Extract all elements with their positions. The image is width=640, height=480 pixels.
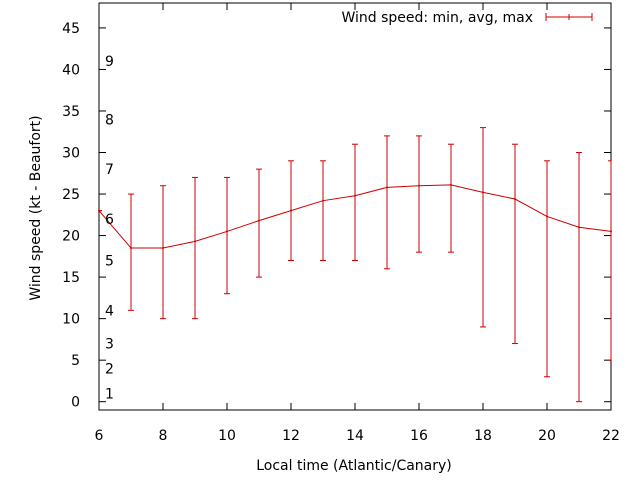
error-bars: [99, 127, 612, 403]
beaufort-label: 5: [105, 253, 114, 269]
series-line: [98, 183, 612, 250]
average-point: [610, 230, 612, 233]
tick-labels: 6 8 10 12 14 16 18 20 22051015202530354045123456…: [62, 21, 620, 444]
beaufort-label: 2: [105, 361, 114, 377]
x-tick-label: 10: [218, 428, 236, 444]
average-point: [450, 183, 452, 186]
beaufort-label: 7: [105, 162, 114, 178]
average-point: [354, 194, 356, 197]
y-tick-label: 20: [62, 229, 80, 245]
average-point: [386, 186, 388, 189]
average-point: [226, 230, 228, 233]
y-tick-label: 10: [62, 312, 80, 328]
x-tick-label: 22: [602, 428, 620, 444]
beaufort-label: 3: [105, 337, 114, 353]
average-point: [258, 219, 260, 222]
beaufort-label: 9: [105, 54, 114, 70]
x-tick-label: 16: [410, 428, 428, 444]
average-point: [162, 247, 164, 250]
x-tick-label: 20: [538, 428, 556, 444]
average-point: [194, 240, 196, 243]
average-point: [578, 226, 580, 229]
legend-label: Wind speed: min, avg, max: [341, 10, 533, 26]
y-tick-label: 25: [62, 187, 80, 203]
x-tick-label: 12: [282, 428, 300, 444]
average-point: [130, 247, 132, 250]
beaufort-label: 8: [105, 112, 114, 128]
y-tick-label: 45: [62, 21, 80, 37]
x-tick-label: 18: [474, 428, 492, 444]
beaufort-label: 1: [105, 386, 114, 402]
y-tick-label: 40: [62, 62, 80, 78]
beaufort-label: 6: [105, 212, 114, 228]
average-point: [322, 199, 324, 202]
y-tick-label: 15: [62, 270, 80, 286]
average-point: [290, 209, 292, 212]
x-tick-label: 14: [346, 428, 364, 444]
y-tick-label: 35: [62, 104, 80, 120]
legend: Wind speed: min, avg, max: [341, 10, 593, 26]
x-axis-label: Local time (Atlantic/Canary): [256, 458, 452, 474]
x-tick-label: 8: [159, 428, 168, 444]
y-tick-label: 0: [71, 395, 80, 411]
x-tick-label: 6: [95, 428, 104, 444]
y-tick-label: 30: [62, 146, 80, 162]
y-tick-label: 5: [71, 353, 80, 369]
beaufort-label: 4: [105, 303, 114, 319]
average-point: [546, 215, 548, 218]
y-axis-label: Wind speed (kt - Beaufort): [28, 115, 44, 300]
average-point: [482, 191, 484, 194]
average-point: [418, 184, 420, 187]
average-point: [514, 198, 516, 201]
average-point: [98, 209, 100, 212]
